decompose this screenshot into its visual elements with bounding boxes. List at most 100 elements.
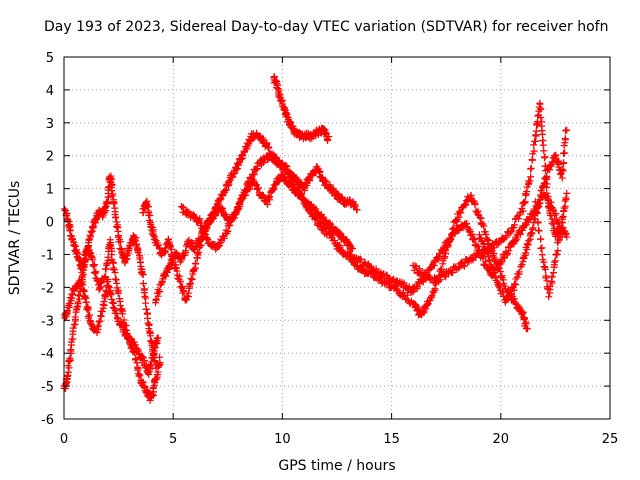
data-point [236,198,244,206]
data-point [448,225,456,233]
data-point [476,250,484,258]
data-point [452,217,460,225]
data-point [142,299,150,307]
data-point [110,199,118,207]
data-point [449,269,457,277]
data-point [527,164,535,172]
data-point [493,259,501,267]
data-point [510,286,518,294]
data-point [166,260,174,268]
data-point [556,170,564,178]
data-point [521,198,529,206]
data-point [132,237,140,245]
y-tick-label: 5 [46,51,54,66]
data-point [103,198,111,206]
data-point [450,224,458,232]
data-point [112,309,120,317]
data-point [86,231,94,239]
data-point [543,172,551,180]
data-point [64,368,72,376]
chart-title: Day 193 of 2023, Sidereal Day-to-day VTE… [44,19,608,35]
data-point [197,235,205,243]
data-point [474,243,482,251]
data-point [68,235,76,243]
y-tick-label: 0 [46,216,54,231]
data-point [225,177,233,185]
data-point [125,334,133,342]
y-tick-label: 1 [46,183,54,198]
data-point [71,313,79,321]
data-point [351,202,359,210]
data-point [101,292,109,300]
data-point [456,208,464,216]
data-point [543,189,551,197]
data-point [226,221,234,229]
data-point [411,262,419,270]
series-track-l [531,189,571,301]
data-point [457,209,465,217]
data-point [540,147,548,155]
data-point [538,244,546,252]
data-point [186,280,194,288]
data-point [180,204,188,212]
data-point [249,171,257,179]
data-point [368,270,376,278]
data-point [264,200,272,208]
data-point [324,136,332,144]
data-point [84,306,92,314]
data-point [350,255,358,263]
data-point [139,279,147,287]
data-point [534,219,542,227]
data-point [232,209,240,217]
data-point [66,354,74,362]
data-point [471,201,479,209]
y-tick-label: -3 [41,314,54,329]
data-point [549,269,557,277]
data-point [536,99,544,107]
data-point [325,133,333,141]
data-point [511,299,519,307]
data-point [252,166,260,174]
data-point [403,291,411,299]
data-point [436,276,444,284]
data-point [228,214,236,222]
data-point [530,147,538,155]
data-point [74,292,82,300]
data-point [149,232,157,240]
x-axis-label: GPS time / hours [278,458,395,474]
data-point [134,365,142,373]
data-point [518,261,526,269]
data-point [507,290,515,298]
y-tick-label: 2 [46,150,54,165]
data-point [165,264,173,272]
data-point [512,275,520,283]
data-point [351,254,359,262]
data-point [544,196,552,204]
axis-ticks [63,56,611,420]
data-point [143,202,151,210]
data-point [520,314,528,322]
data-point [541,265,549,273]
data-point [561,197,569,205]
data-point [463,220,471,228]
data-point [218,204,226,212]
data-point [531,198,539,206]
data-point [139,352,147,360]
y-tick-label: -5 [41,380,54,395]
data-point [237,195,245,203]
y-tick-label: 3 [46,117,54,132]
data-point [553,250,561,258]
data-point [182,247,190,255]
data-point [533,209,541,217]
data-point [180,288,188,296]
data-point [536,105,544,113]
data-point [245,180,252,188]
data-point [549,220,557,228]
data-point [67,346,75,354]
data-point [221,187,229,195]
y-tick-label: 4 [46,84,54,99]
data-point [446,234,454,242]
data-point [499,288,507,296]
data-point [116,238,124,246]
